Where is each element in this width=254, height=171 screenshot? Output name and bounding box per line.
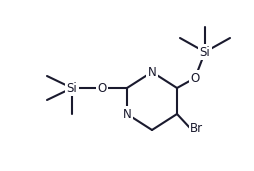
Text: O: O bbox=[190, 71, 200, 84]
Text: N: N bbox=[123, 108, 131, 121]
Text: Si: Si bbox=[200, 45, 210, 58]
Text: N: N bbox=[148, 65, 156, 78]
Text: Br: Br bbox=[190, 122, 203, 135]
Text: Si: Si bbox=[67, 82, 77, 95]
Text: O: O bbox=[97, 82, 107, 95]
